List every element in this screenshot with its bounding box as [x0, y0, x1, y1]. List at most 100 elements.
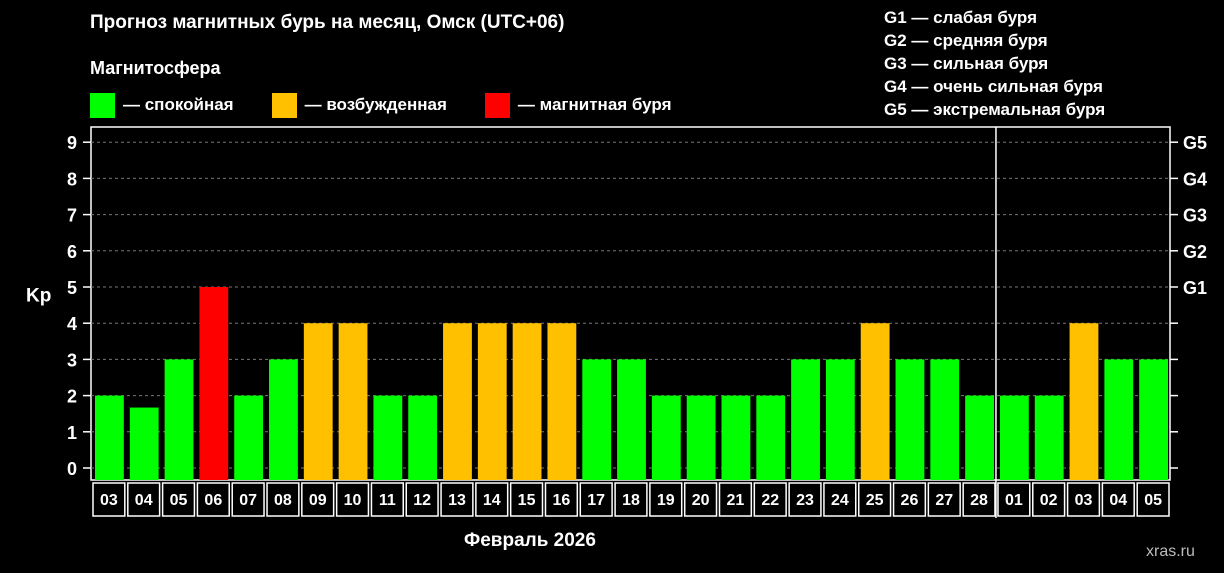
- x-tick-label: 03: [1075, 492, 1093, 509]
- bar-28-25: [965, 395, 994, 480]
- watermark: xras.ru: [1146, 543, 1195, 560]
- x-tick-label: 07: [239, 492, 257, 509]
- bar-05-2: [164, 359, 194, 480]
- date-box: [92, 482, 126, 517]
- date-box: [127, 482, 161, 517]
- date-box: [440, 482, 474, 517]
- bar-20-17: [686, 395, 716, 480]
- legend-swatch-quiet: [90, 92, 115, 118]
- legend-swatch-storm: [484, 92, 510, 118]
- date-box: [509, 482, 544, 517]
- bar-04-1: [129, 407, 159, 480]
- date-box: [335, 482, 370, 517]
- x-tick-label: 16: [552, 492, 570, 509]
- bar-25-22: [860, 323, 890, 480]
- bar-03-0: [95, 395, 124, 480]
- storm-level-g1: G1 — слабая буря: [884, 8, 1038, 27]
- bar-06-3: [199, 287, 229, 480]
- x-tick-label: 19: [657, 492, 675, 509]
- y2-tick-label: G5: [1183, 133, 1207, 153]
- legend-label-storm: — магнитная буря: [517, 95, 672, 114]
- x-tick-label: 04: [1109, 492, 1127, 509]
- x-tick-label: 05: [1144, 492, 1162, 509]
- month-label: Февраль 2026: [464, 530, 596, 551]
- x-tick-label: 28: [970, 492, 988, 509]
- date-box: [857, 482, 892, 517]
- date-box: [301, 482, 335, 517]
- y-tick-label: 2: [67, 387, 77, 407]
- x-tick-label: 18: [622, 492, 640, 509]
- legend-item-storm: — магнитная буря: [484, 92, 672, 118]
- date-box: [614, 482, 648, 517]
- storm-level-g4: G4 — очень сильная буря: [884, 77, 1103, 96]
- x-tick-label: 26: [901, 492, 919, 509]
- date-box: [161, 482, 196, 517]
- y-axis-label: Kp: [26, 285, 51, 306]
- y2-tick-label: G1: [1183, 278, 1207, 298]
- date-box: [266, 482, 300, 517]
- date-box: [962, 482, 996, 517]
- x-tick-label: 25: [866, 492, 884, 509]
- bar-07-4: [234, 395, 264, 480]
- legend-label-quiet: — спокойная: [123, 95, 234, 114]
- bar-03-28: [1069, 323, 1099, 480]
- bar-24-21: [825, 359, 855, 480]
- date-box: [823, 482, 857, 517]
- date-box: [892, 482, 927, 517]
- date-box: [370, 482, 405, 517]
- date-box: [405, 482, 439, 517]
- date-box: [718, 482, 753, 517]
- y-tick-label: 6: [67, 242, 77, 262]
- bar-19-16: [651, 395, 681, 480]
- x-tick-label: 22: [761, 492, 779, 509]
- bar-09-6: [303, 323, 333, 480]
- date-box: [544, 482, 579, 517]
- date-box: [1066, 482, 1101, 517]
- page-title: Прогноз магнитных бурь на месяц, Омск (U…: [90, 12, 565, 33]
- x-tick-label: 02: [1040, 492, 1058, 509]
- bar-08-5: [269, 359, 298, 480]
- bar-23-20: [791, 359, 820, 480]
- storm-level-g3: G3 — сильная буря: [884, 54, 1049, 73]
- storm-level-legend: G1 — слабая буря G2 — средняя буря G3 — …: [884, 6, 1105, 121]
- x-tick-label: 14: [483, 492, 501, 509]
- date-box: [1101, 482, 1135, 517]
- bar-02-27: [1034, 395, 1064, 480]
- bar-14-11: [477, 323, 507, 480]
- date-box: [1032, 482, 1066, 517]
- date-box: [579, 482, 613, 517]
- y-tick-label: 0: [67, 459, 77, 479]
- storm-level-g2: G2 — средняя буря: [884, 31, 1048, 50]
- x-tick-label: 09: [309, 492, 327, 509]
- bar-05-30: [1139, 359, 1168, 480]
- date-box: [649, 482, 683, 517]
- bar-15-12: [512, 323, 542, 480]
- y2-tick-label: G4: [1183, 169, 1207, 189]
- y-tick-label: 4: [67, 314, 77, 334]
- bar-10-7: [338, 323, 368, 480]
- bar-01-26: [999, 395, 1029, 480]
- y-tick-label: 1: [67, 423, 77, 443]
- y2-tick-label: G2: [1183, 242, 1207, 262]
- x-tick-label: 17: [587, 492, 605, 509]
- bar-12-9: [408, 395, 438, 480]
- y2-tick-label: G3: [1183, 206, 1207, 226]
- x-tick-label: 13: [448, 492, 466, 509]
- legend: — спокойная — возбужденная — магнитная б…: [90, 92, 710, 118]
- x-tick-label: 21: [727, 492, 745, 509]
- x-tick-label: 12: [413, 492, 431, 509]
- bar-17-14: [582, 359, 612, 480]
- bar-22-19: [756, 395, 786, 480]
- x-tick-label: 05: [170, 492, 188, 509]
- x-tick-label: 23: [796, 492, 814, 509]
- legend-title: Магнитосфера: [90, 58, 221, 78]
- date-box: [788, 482, 822, 517]
- date-box: [997, 482, 1031, 517]
- y-tick-label: 7: [67, 206, 77, 226]
- bar-27-24: [930, 359, 960, 480]
- y-tick-label: 5: [67, 278, 77, 298]
- date-box: [196, 482, 230, 517]
- bar-16-13: [547, 323, 577, 480]
- x-tick-label: 01: [1005, 492, 1023, 509]
